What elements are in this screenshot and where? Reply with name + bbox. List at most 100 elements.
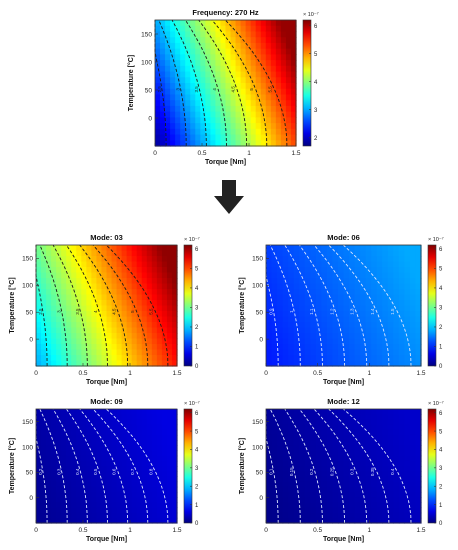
heatmap-cell: [265, 20, 272, 27]
heatmap-cell: [106, 272, 113, 279]
heatmap-cell: [282, 283, 289, 290]
heatmap-cell: [260, 94, 267, 101]
heatmap-cell: [398, 434, 405, 441]
heatmap-cell: [321, 466, 328, 472]
heatmap-cell: [365, 434, 372, 441]
heatmap-cell: [310, 311, 317, 318]
heatmap-cell: [382, 360, 389, 367]
heatmap-cell: [315, 517, 322, 524]
heatmap-cell: [270, 128, 277, 136]
heatmap-cell: [116, 434, 123, 441]
heatmap-cell: [332, 409, 339, 415]
heatmap-cell: [293, 294, 300, 301]
heatmap-cell: [121, 429, 128, 436]
heatmap-cell: [121, 245, 128, 252]
heatmap-cell: [371, 460, 378, 467]
heatmap-cell: [86, 355, 92, 362]
heatmap-cell: [235, 134, 242, 141]
heatmap-cell: [277, 497, 284, 503]
heatmap-cell: [354, 327, 361, 334]
heatmap-cell: [310, 481, 317, 488]
heatmap-cell: [250, 140, 257, 147]
heatmap-cell: [270, 88, 277, 96]
heatmap-cell: [36, 450, 42, 457]
heatmap-cell: [215, 71, 222, 78]
heatmap-cell: [41, 429, 47, 436]
heatmap-cell: [382, 434, 389, 441]
heatmap-cell: [315, 491, 322, 498]
heatmap-cell: [332, 486, 339, 493]
colorbar-tick-label: 5: [439, 429, 443, 435]
heatmap-cell: [376, 450, 383, 457]
heatmap-cell: [337, 278, 345, 285]
heatmap-cell: [81, 481, 87, 488]
heatmap-cell: [166, 338, 173, 345]
heatmap-cell: [170, 105, 176, 113]
contour-line: [52, 408, 88, 524]
heatmap-cell: [46, 322, 52, 329]
heatmap-cell: [293, 491, 300, 498]
colorbar-tick-label: 0: [439, 364, 443, 370]
heatmap-cell: [271, 256, 278, 263]
heatmap-cell: [86, 322, 92, 329]
heatmap-cell: [81, 344, 87, 351]
heatmap-cell: [146, 267, 153, 274]
heatmap-cell: [240, 71, 247, 78]
heatmap-cell: [136, 311, 143, 318]
heatmap-cell: [360, 409, 367, 415]
heatmap-cell: [51, 507, 57, 514]
heatmap-cell: [160, 48, 166, 55]
heatmap-cell: [171, 455, 178, 462]
heatmap-cell: [161, 327, 168, 334]
heatmap-cell: [360, 481, 367, 488]
heatmap-cell: [91, 327, 98, 334]
heatmap-cell: [160, 88, 166, 96]
heatmap-cell: [136, 322, 143, 329]
heatmap-cell: [230, 54, 237, 61]
heatmap-cell: [354, 460, 361, 467]
heatmap-cell: [165, 123, 171, 130]
heatmap-cell: [398, 414, 405, 420]
heatmap-cell: [86, 344, 92, 351]
heatmap-cell: [371, 333, 378, 340]
heatmap-cell: [343, 278, 350, 285]
heatmap-cell: [321, 250, 328, 257]
heatmap-cell: [280, 37, 287, 44]
heatmap-cell: [349, 267, 356, 274]
heatmap-cell: [220, 83, 227, 90]
heatmap-cell: [215, 83, 222, 90]
heatmap-cell: [354, 512, 361, 519]
heatmap-cell: [376, 471, 383, 477]
heatmap-cell: [280, 134, 287, 141]
contour-label: 1: [289, 310, 294, 313]
heatmap-cell: [326, 250, 334, 257]
heatmap-cell: [116, 455, 123, 462]
heatmap-cell: [282, 517, 289, 524]
heatmap-cell: [111, 419, 118, 426]
heatmap-cell: [41, 481, 47, 488]
heatmap-cell: [360, 305, 367, 312]
heatmap-cell: [275, 54, 282, 61]
heatmap-cell: [404, 455, 411, 462]
contour-line: [211, 19, 268, 147]
heatmap-cell: [165, 105, 171, 113]
heatmap-cell: [404, 311, 411, 318]
heatmap-cell: [61, 502, 67, 509]
y-tick-label: 100: [252, 444, 263, 451]
heatmap-cell: [180, 25, 186, 33]
heatmap-cell: [282, 300, 289, 307]
heatmap-cell: [337, 338, 345, 345]
heatmap-cell: [51, 316, 57, 323]
heatmap-cell: [106, 338, 113, 345]
heatmap-cell: [91, 245, 98, 252]
heatmap-cell: [310, 466, 317, 472]
heatmap-cell: [280, 94, 287, 101]
heatmap-cell: [126, 355, 133, 362]
heatmap-cell: [288, 429, 295, 436]
heatmap-cell: [136, 349, 143, 356]
heatmap-cell: [310, 289, 317, 296]
contour-label: 1.3: [350, 308, 355, 315]
heatmap-cell: [76, 507, 82, 514]
heatmap-cell: [332, 481, 339, 488]
heatmap-cell: [360, 278, 367, 285]
